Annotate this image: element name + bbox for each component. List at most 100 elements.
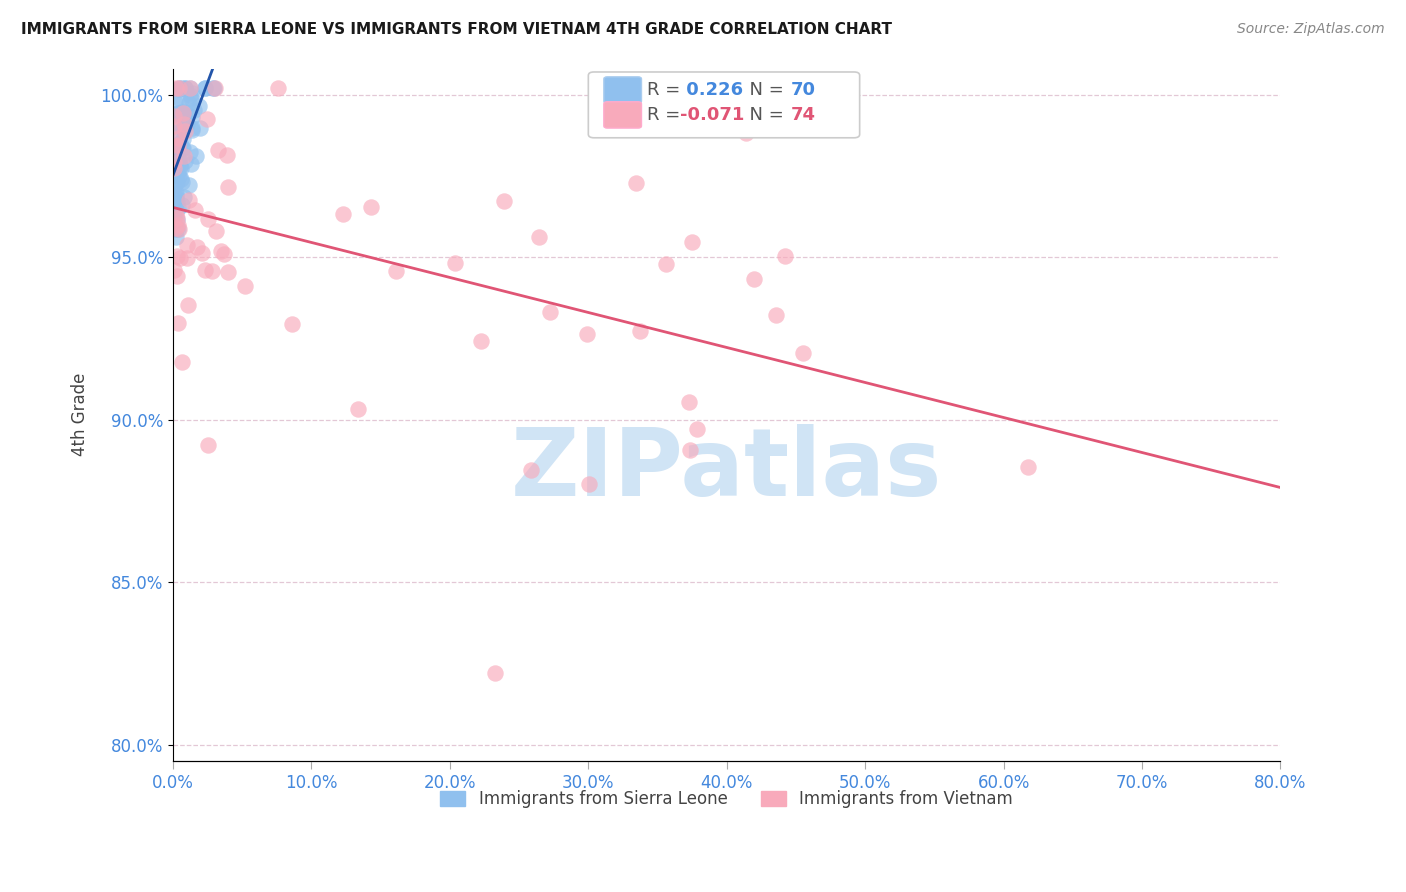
Point [170,161,193,176]
Point [190,120,212,135]
Point [166,141,188,155]
Point [201,81,224,95]
Point [172,122,194,136]
Point [184,203,207,218]
Point [492,194,515,208]
Point [204,81,226,95]
Point [169,136,191,150]
Point [165,115,187,129]
Point [167,221,190,235]
Point [173,116,195,130]
Point [174,81,197,95]
Point [174,153,197,168]
Point [179,87,201,102]
Text: N =: N = [738,81,789,99]
Point [167,169,190,184]
Point [176,252,198,266]
Point [165,208,187,222]
Point [215,147,238,161]
Point [679,443,702,458]
Point [346,402,368,417]
Point [181,87,204,101]
Point [166,175,188,189]
Point [166,249,188,263]
Point [575,326,598,341]
FancyBboxPatch shape [603,77,641,103]
Point [520,463,543,477]
Point [177,95,200,110]
Text: N =: N = [738,106,789,124]
Point [197,438,219,452]
Point [735,126,758,140]
Point [626,176,648,190]
Point [166,268,188,283]
Point [172,131,194,145]
Point [163,95,186,110]
Point [174,104,197,119]
Point [166,201,188,215]
Point [176,117,198,131]
Point [217,265,239,279]
Point [170,175,193,189]
Point [167,81,190,95]
Point [194,81,217,95]
Point [280,317,302,331]
Text: 0.226: 0.226 [681,81,744,99]
Point [169,159,191,173]
Point [179,145,201,159]
Point [167,137,190,152]
Point [166,146,188,161]
Point [678,395,700,409]
FancyBboxPatch shape [588,72,859,137]
Point [170,171,193,186]
Point [166,221,188,235]
Point [166,106,188,120]
Point [184,149,207,163]
Point [195,112,218,126]
Point [167,131,190,145]
Point [176,238,198,252]
Point [172,106,194,120]
Point [167,125,190,139]
Point [177,178,200,192]
Point [177,298,200,312]
Point [167,81,190,95]
Point [166,165,188,179]
Point [163,179,186,194]
Point [628,324,651,338]
FancyBboxPatch shape [603,102,641,128]
Point [538,305,561,319]
Point [174,81,197,95]
Text: 74: 74 [792,106,815,124]
Point [194,263,217,277]
Point [170,104,193,119]
Point [165,191,187,205]
Point [194,81,217,95]
Point [190,245,212,260]
Point [681,235,703,249]
Point [173,190,195,204]
Point [165,221,187,235]
Point [655,257,678,271]
Point [163,209,186,223]
Point [744,271,766,285]
Point [174,124,197,138]
Point [166,138,188,153]
Point [188,99,211,113]
Point [201,264,224,278]
Point [180,110,202,124]
Point [179,81,201,95]
Point [186,240,208,254]
Point [197,212,219,227]
Point [166,194,188,209]
Point [167,219,190,233]
Point [172,140,194,154]
Point [165,186,187,201]
Point [163,155,186,169]
Point [170,198,193,212]
Point [765,308,787,322]
Legend: Immigrants from Sierra Leone, Immigrants from Vietnam: Immigrants from Sierra Leone, Immigrants… [434,784,1019,815]
Text: ZIPatlas: ZIPatlas [510,425,942,516]
Point [792,345,814,359]
Point [163,165,186,179]
